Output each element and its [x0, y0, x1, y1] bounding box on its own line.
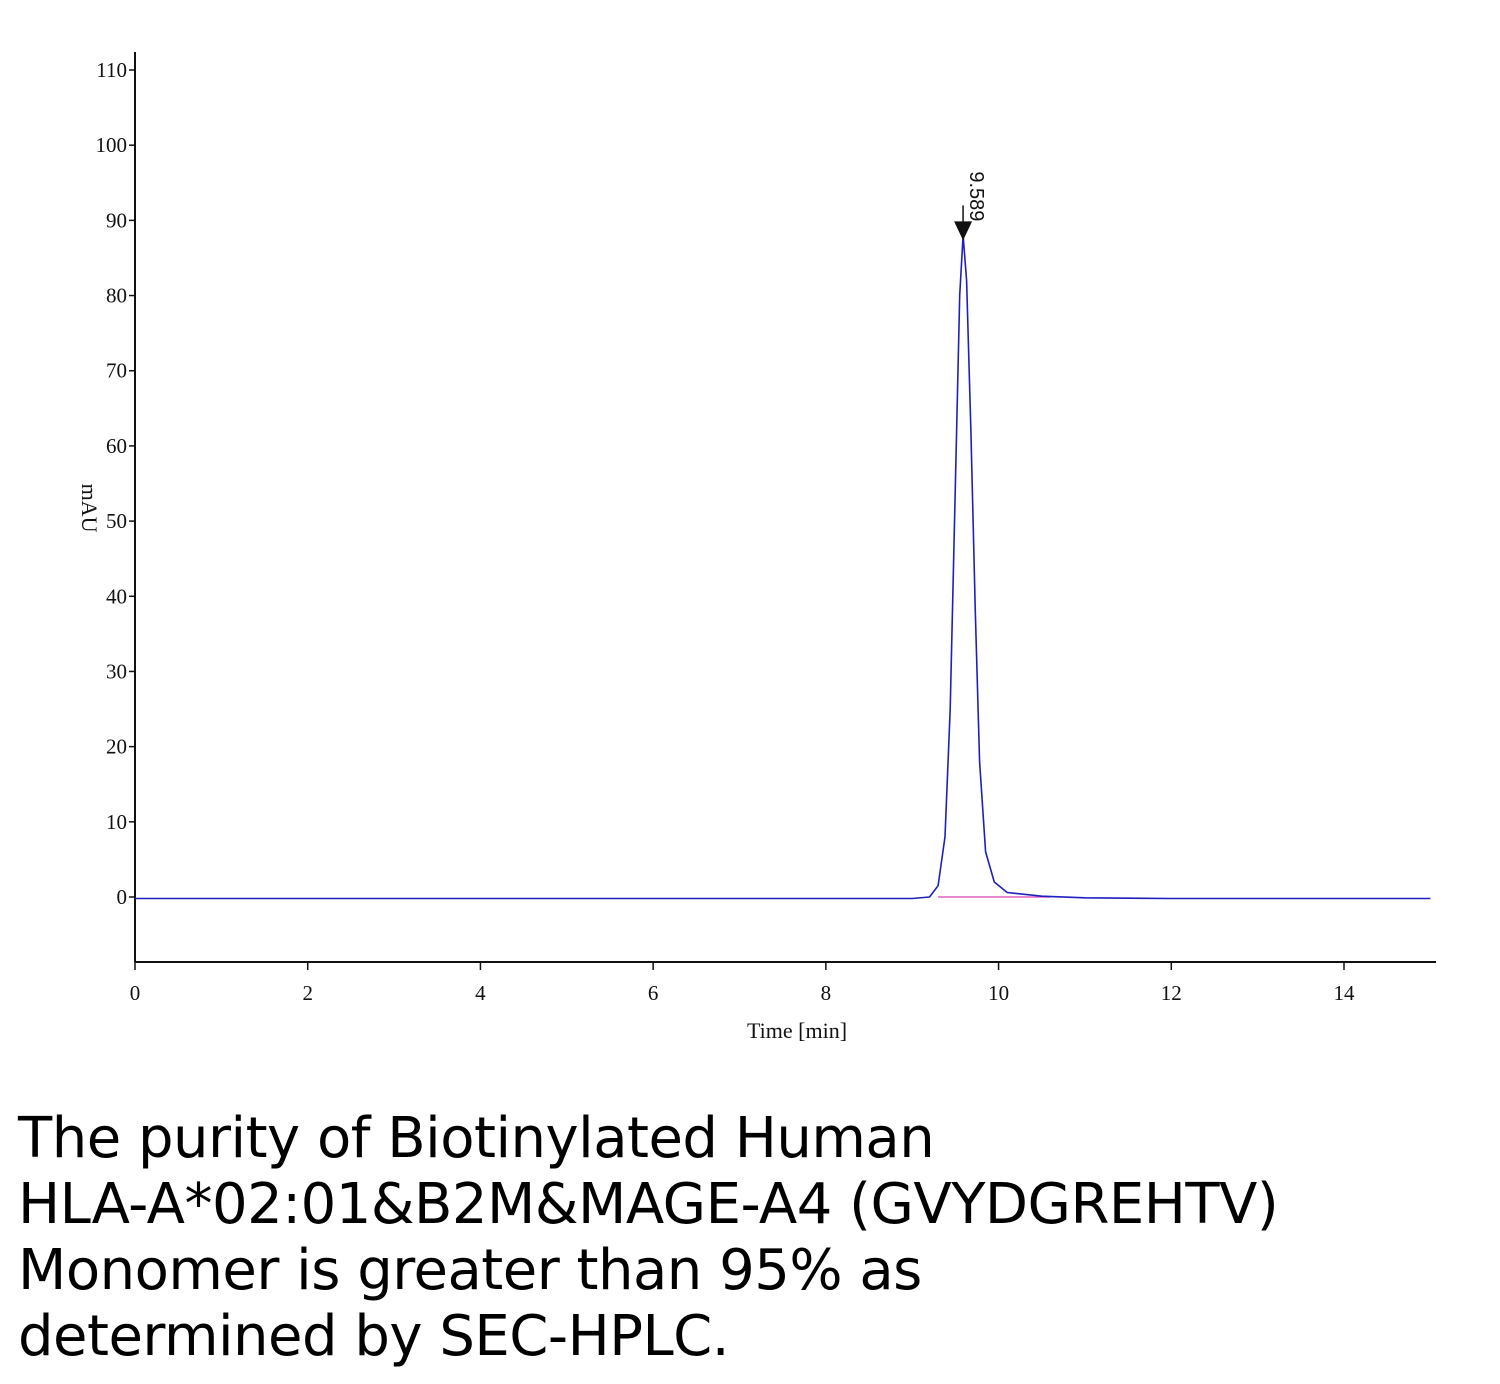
y-tick-label: 0 — [117, 885, 128, 909]
x-tick-label: 8 — [821, 981, 832, 1005]
peak-label: 9.589 — [965, 171, 987, 221]
y-tick-label: 30 — [106, 659, 127, 683]
y-tick-label: 20 — [106, 735, 127, 759]
chromatogram-svg: 0 10 20 30 40 50 60 70 80 90 100 110 0 2 4 6 8 10 12 14 9.5… — [77, 52, 1436, 1043]
peak-marker-arrow — [954, 221, 973, 241]
x-tick-label: 6 — [648, 981, 659, 1005]
y-tick-label: 70 — [106, 359, 127, 383]
caption-line: Monomer is greater than 95% as — [18, 1238, 922, 1303]
y-tick-label: 90 — [106, 208, 127, 232]
y-tick-label: 50 — [106, 509, 127, 533]
caption: The purity of Biotinylated Human HLA-A*0… — [18, 1106, 1488, 1370]
x-tick-label: 10 — [988, 981, 1009, 1005]
chromatogram-chart: 0 10 20 30 40 50 60 70 80 90 100 110 0 2 4 6 8 10 12 14 9.5… — [77, 52, 1436, 1043]
x-tick-label: 14 — [1334, 981, 1356, 1005]
series-layer — [135, 234, 1431, 900]
y-tick-label: 80 — [106, 284, 127, 308]
y-tick-label: 110 — [96, 58, 127, 82]
x-tick-label: 12 — [1161, 981, 1182, 1005]
caption-line: determined by SEC-HPLC. — [18, 1304, 730, 1369]
x-tick-label: 2 — [302, 981, 313, 1005]
axes: 0 10 20 30 40 50 60 70 80 90 100 110 0 2 4 6 8 10 12 14 — [96, 52, 1436, 1005]
x-tick-label: 0 — [130, 981, 141, 1005]
x-tick-label: 4 — [475, 981, 486, 1005]
y-tick-label: 60 — [106, 434, 127, 458]
peak-marker-layer: 9.589 — [954, 171, 987, 241]
series-line — [135, 234, 1431, 900]
y-tick-label: 40 — [106, 584, 127, 608]
caption-line: The purity of Biotinylated Human — [18, 1106, 935, 1171]
y-tick-label: 10 — [106, 810, 127, 834]
y-tick-label: 100 — [96, 133, 128, 157]
caption-line: HLA-A*02:01&B2M&MAGE-A4 (GVYDGREHTV) — [18, 1172, 1279, 1237]
x-axis-title: Time [min] — [747, 1018, 847, 1043]
y-axis-title: mAU — [77, 484, 102, 533]
